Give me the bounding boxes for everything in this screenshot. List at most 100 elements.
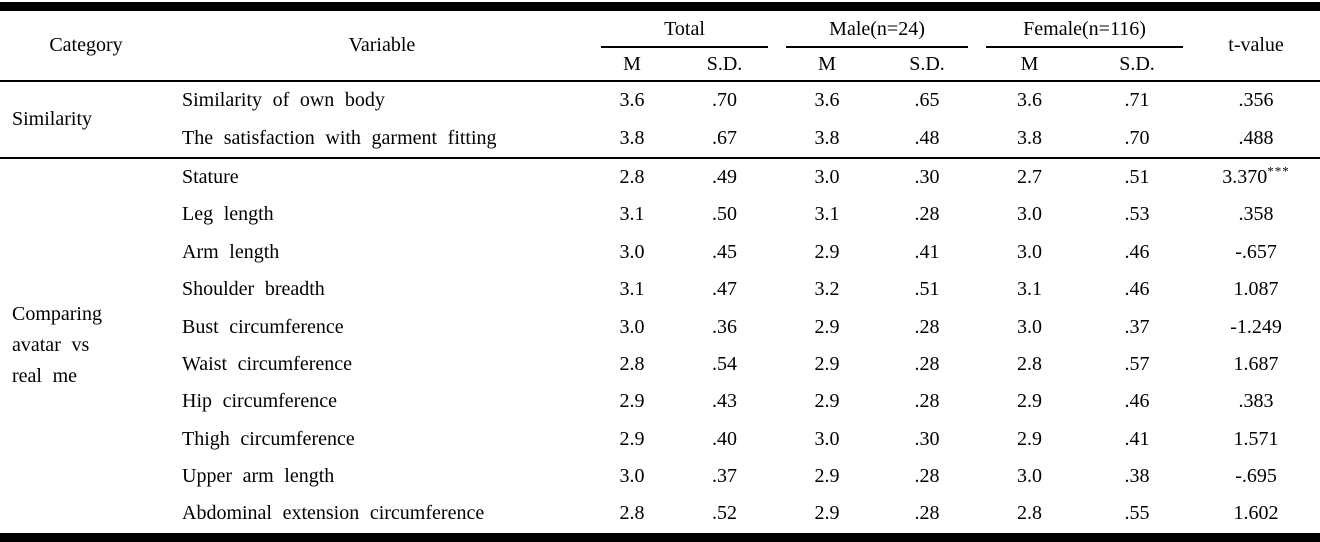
t-value-cell: -1.249 <box>1230 315 1282 338</box>
value-cell: 2.8 <box>1017 502 1043 525</box>
variable-cell: Similarity of own body <box>182 89 385 112</box>
value-cell: .28 <box>914 352 940 375</box>
value-cell: 2.8 <box>619 502 645 525</box>
header-sub-row: M S.D. M S.D. M S.D. <box>0 48 1320 81</box>
value-cell: .41 <box>914 240 940 263</box>
value-cell: .53 <box>1124 203 1150 226</box>
value-cell: .28 <box>914 502 940 525</box>
t-value-cell: 1.571 <box>1233 427 1279 450</box>
table-row: Similarity Similarity of own body 3.6 .70 3.… <box>0 81 1320 130</box>
variable-cell: Bust circumference <box>182 315 344 338</box>
value-cell: .40 <box>712 427 737 450</box>
subheader-female-sd: S.D. <box>1119 52 1155 75</box>
value-cell: .36 <box>712 315 737 338</box>
value-cell: .28 <box>914 315 940 338</box>
value-cell: 2.8 <box>592 156 672 197</box>
table-row: Comparing avatar vs real me Stature 2.8.49… <box>0 156 1320 533</box>
table-row: Thigh circumference 2.9 .40 3.0 .30 2.9 .41 1.5… <box>0 421 1320 458</box>
value-cell: 3.0 <box>1017 240 1043 263</box>
t-value-cell: .488 <box>1238 126 1274 149</box>
t-value-cell: 1.602 <box>1233 502 1279 525</box>
value-cell: .65 <box>914 89 940 112</box>
value-cell: 3.6 <box>814 89 840 112</box>
table-row: Bust circumference 3.0 .36 2.9 .28 3.0 .37 -1.2… <box>0 308 1320 345</box>
table-row: Abdominal extension circumference 2.8 .52 2… <box>0 495 1320 532</box>
value-cell: 2.7 <box>977 156 1083 197</box>
table-row: Upper arm length 3.0 .37 2.9 .28 3.0 .38 -.695 <box>0 458 1320 495</box>
value-cell: .50 <box>712 203 737 226</box>
variable-cell: Upper arm length <box>182 465 335 488</box>
value-cell: .67 <box>712 126 737 149</box>
value-cell: 2.9 <box>1017 390 1043 413</box>
value-cell: .30 <box>914 427 940 450</box>
subheader-male-m: M <box>818 52 836 75</box>
t-value-cell: .358 <box>1238 203 1274 226</box>
table-row: Arm length 3.0 .45 2.9 .41 3.0 .46 -.657 <box>0 234 1320 271</box>
results-table: Category Variable Total Male(n=24) Femal… <box>0 11 1320 533</box>
value-cell: .52 <box>712 502 737 525</box>
t-value-cell: -.695 <box>1235 465 1277 488</box>
subheader-male-sd: S.D. <box>909 52 945 75</box>
group-label-female: Female(n=116) <box>986 16 1184 48</box>
table-row: Hip circumference 2.9 .43 2.9 .28 2.9 .46 .383 <box>0 383 1320 420</box>
value-cell: .45 <box>712 240 737 263</box>
value-cell: .37 <box>712 465 737 488</box>
variable-cell: Waist circumference <box>182 352 353 375</box>
t-value-cell: -.657 <box>1235 240 1277 263</box>
variable-cell: Thigh circumference <box>182 427 355 450</box>
value-cell: 3.6 <box>1017 89 1043 112</box>
column-header-tvalue: t-value <box>1228 34 1284 56</box>
table-row: Waist circumference 2.8 .54 2.9 .28 2.8 .57 1.6… <box>0 346 1320 383</box>
value-cell: 3.1 <box>1017 278 1043 301</box>
t-value-cell: 1.087 <box>1233 278 1279 301</box>
variable-cell: Leg length <box>182 203 274 226</box>
value-cell: 3.0 <box>619 465 645 488</box>
value-cell: .71 <box>1124 89 1150 112</box>
value-cell: 3.0 <box>777 156 877 197</box>
value-cell: 2.9 <box>814 502 840 525</box>
column-group-female: Female(n=116) <box>977 11 1192 48</box>
value-cell: 3.0 <box>1017 315 1043 338</box>
value-cell: 3.8 <box>1017 126 1043 149</box>
variable-cell: Shoulder breadth <box>182 278 325 301</box>
value-cell: .41 <box>1124 427 1150 450</box>
category-cell: Comparing avatar vs real me <box>0 156 172 533</box>
table-header: Category Variable Total Male(n=24) Femal… <box>0 11 1320 81</box>
t-value-cell: 3.370*** <box>1192 156 1320 197</box>
value-cell: .28 <box>914 465 940 488</box>
t-value-cell: 1.687 <box>1233 352 1279 375</box>
value-cell: .54 <box>712 352 737 375</box>
category-label: Similarity <box>12 107 92 130</box>
value-cell: .28 <box>914 390 940 413</box>
value-cell: 3.1 <box>814 203 840 226</box>
value-cell: .48 <box>914 126 940 149</box>
column-header-variable: Variable <box>348 34 416 56</box>
value-cell: .51 <box>1082 156 1193 197</box>
value-cell: 3.0 <box>1017 465 1043 488</box>
value-cell: 2.9 <box>619 427 645 450</box>
value-cell: 3.1 <box>619 203 645 226</box>
value-cell: 3.0 <box>814 427 840 450</box>
value-cell: .46 <box>1124 390 1150 413</box>
value-cell: .38 <box>1124 465 1150 488</box>
value-cell: 2.9 <box>814 390 840 413</box>
subheader-total-m: M <box>623 52 641 75</box>
value-cell: 3.8 <box>814 126 840 149</box>
value-cell: 2.9 <box>814 315 840 338</box>
t-value-cell: .383 <box>1238 390 1274 413</box>
category-label: Comparing avatar vs real me <box>12 303 102 388</box>
value-cell: .46 <box>1124 278 1150 301</box>
variable-cell: Abdominal extension circumference <box>182 502 485 525</box>
value-cell: 3.6 <box>619 89 645 112</box>
value-cell: .49 <box>672 156 777 197</box>
subheader-total-sd: S.D. <box>706 52 743 75</box>
value-cell: 3.2 <box>814 278 840 301</box>
column-group-total: Total <box>592 11 777 48</box>
value-cell: 3.0 <box>619 315 645 338</box>
value-cell: .57 <box>1124 352 1150 375</box>
t-value-cell: .356 <box>1238 89 1274 112</box>
value-cell: .43 <box>712 390 737 413</box>
value-cell: 2.9 <box>814 240 840 263</box>
significance-stars: *** <box>1267 163 1290 179</box>
